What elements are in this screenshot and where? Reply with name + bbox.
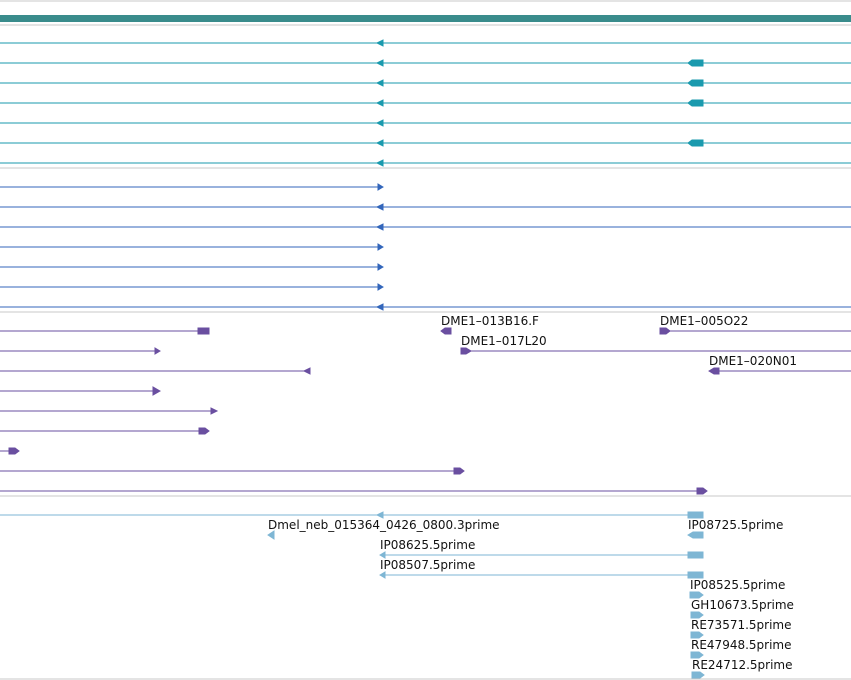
label-dme1-020n01: DME1–020N01 <box>709 354 797 368</box>
feature-labels: DME1–013B16.F DME1–005O22 DME1–017L20 DM… <box>268 314 797 672</box>
est-ip08507[interactable] <box>379 571 704 579</box>
clone-4[interactable] <box>0 386 162 396</box>
alignment-4[interactable] <box>0 243 384 251</box>
transcripts-track <box>0 39 851 167</box>
est-ip08525[interactable] <box>689 591 704 599</box>
alignment-6[interactable] <box>0 283 384 291</box>
transcript-7[interactable] <box>0 159 851 167</box>
est-re73571[interactable] <box>690 631 704 639</box>
clone-dme1-020n01[interactable] <box>708 367 851 375</box>
est-dmel-neb[interactable] <box>267 530 275 540</box>
label-gh10673: GH10673.5prime <box>691 598 794 612</box>
est-gh10673[interactable] <box>690 611 704 619</box>
clone-1[interactable] <box>0 327 210 335</box>
est-ip08725[interactable] <box>687 531 704 539</box>
alignment-7[interactable] <box>0 303 851 311</box>
clone-3[interactable] <box>0 367 311 375</box>
label-re24712: RE24712.5prime <box>692 658 793 672</box>
alignment-3[interactable] <box>0 223 851 231</box>
transcript-6[interactable] <box>0 139 851 147</box>
blue-alignments-track <box>0 183 851 311</box>
label-dmel-neb: Dmel_neb_015364_0426_0800.3prime <box>268 518 500 532</box>
clone-dme1-005o22[interactable] <box>659 327 851 335</box>
label-ip08525: IP08525.5prime <box>690 578 785 592</box>
purple-clones-track <box>0 327 851 495</box>
alignment-2[interactable] <box>0 203 851 211</box>
transcript-2[interactable] <box>0 59 851 67</box>
transcript-3[interactable] <box>0 79 851 87</box>
est-ip08625[interactable] <box>379 551 704 559</box>
clone-8[interactable] <box>0 467 465 475</box>
transcript-1[interactable] <box>0 39 851 47</box>
label-dme1-005o22: DME1–005O22 <box>660 314 748 328</box>
label-ip08507: IP08507.5prime <box>380 558 475 572</box>
est-re24712[interactable] <box>691 671 705 679</box>
label-ip08725: IP08725.5prime <box>688 518 783 532</box>
label-ip08625: IP08625.5prime <box>380 538 475 552</box>
label-re73571: RE73571.5prime <box>691 618 792 632</box>
transcript-5[interactable] <box>0 119 851 127</box>
label-dme1-013b16: DME1–013B16.F <box>441 314 539 328</box>
clone-7[interactable] <box>0 447 20 455</box>
clone-dme1-017l20[interactable] <box>460 347 851 355</box>
alignment-1[interactable] <box>0 183 384 191</box>
est-1[interactable] <box>0 511 704 519</box>
gene-bar[interactable] <box>0 15 851 22</box>
label-dme1-017l20: DME1–017L20 <box>461 334 547 348</box>
alignment-5[interactable] <box>0 263 384 271</box>
clone-2[interactable] <box>0 347 161 355</box>
transcript-4[interactable] <box>0 99 851 107</box>
clone-9[interactable] <box>0 487 708 495</box>
light-blue-ests-track <box>0 511 705 679</box>
clone-5[interactable] <box>0 407 219 415</box>
est-re47948[interactable] <box>690 651 704 659</box>
clone-6[interactable] <box>0 427 210 435</box>
label-re47948: RE47948.5prime <box>691 638 792 652</box>
clone-dme1-013b16[interactable] <box>440 327 452 335</box>
